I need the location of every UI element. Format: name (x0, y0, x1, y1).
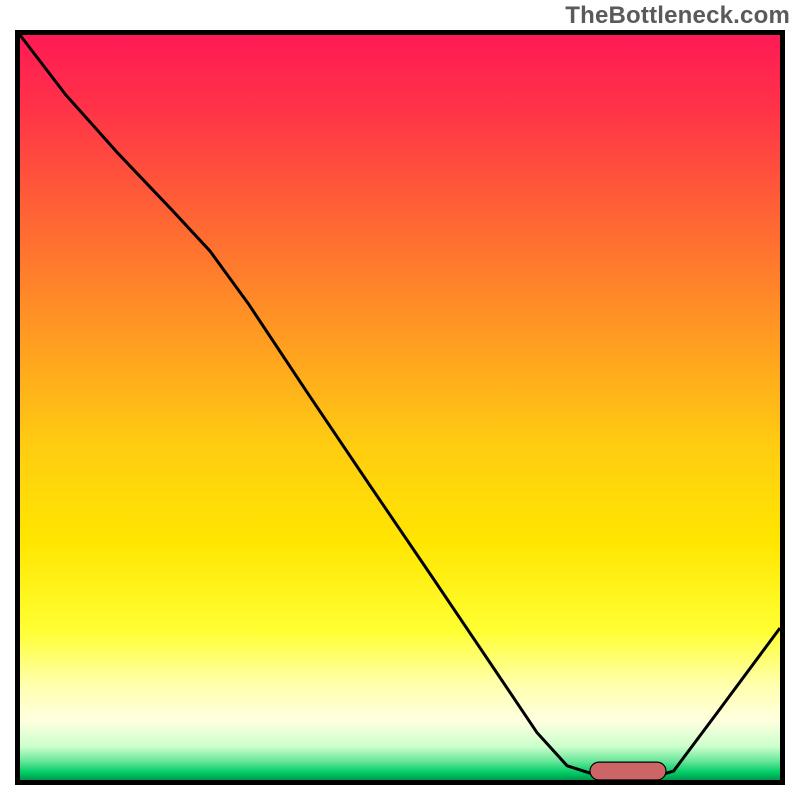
gradient-background (20, 35, 780, 780)
watermark-text: TheBottleneck.com (565, 2, 790, 30)
chart-svg (15, 30, 785, 785)
chart-container: TheBottleneck.com (0, 0, 800, 800)
bottleneck-chart (15, 30, 785, 785)
bottleneck-marker (590, 762, 666, 780)
